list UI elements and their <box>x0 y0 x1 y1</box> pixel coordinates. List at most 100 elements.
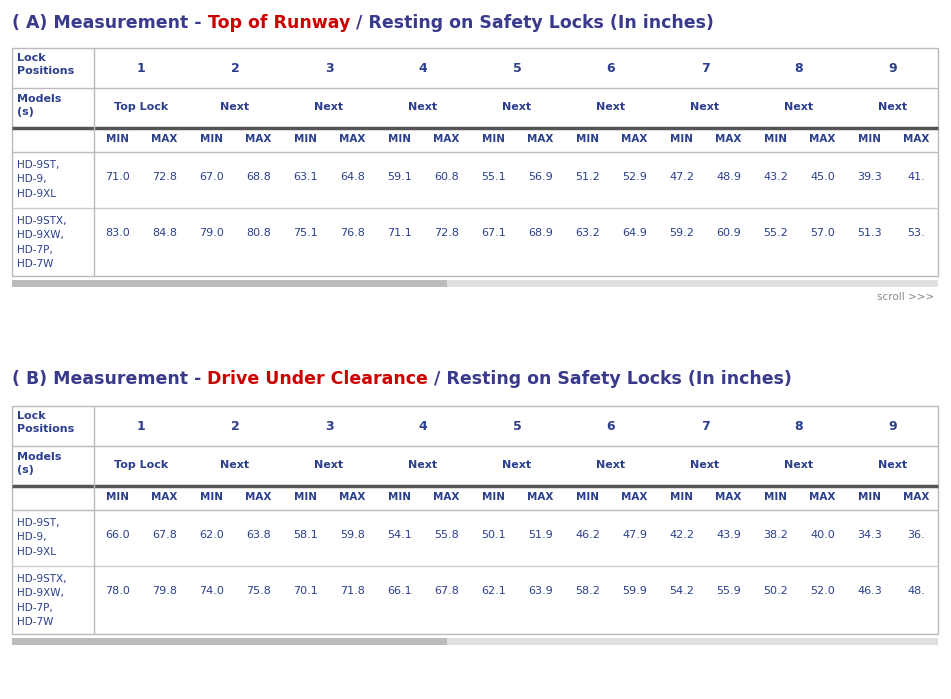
Text: 47.9: 47.9 <box>622 530 647 540</box>
Text: 72.8: 72.8 <box>434 228 459 238</box>
Text: 68.9: 68.9 <box>528 228 553 238</box>
Bar <box>12 48 938 276</box>
Text: 52.0: 52.0 <box>810 586 835 596</box>
Text: 54.2: 54.2 <box>670 586 694 596</box>
Text: MAX: MAX <box>340 492 366 502</box>
Text: 51.3: 51.3 <box>857 228 882 238</box>
Text: Models
(s): Models (s) <box>17 452 62 475</box>
Text: MIN: MIN <box>482 492 505 502</box>
Text: MIN: MIN <box>858 492 881 502</box>
Text: 3: 3 <box>324 62 333 75</box>
Text: 62.0: 62.0 <box>199 530 223 540</box>
Text: MAX: MAX <box>621 492 648 502</box>
Text: Next: Next <box>408 102 437 112</box>
Text: Next: Next <box>596 102 626 112</box>
Text: 55.2: 55.2 <box>763 228 787 238</box>
Text: 74.0: 74.0 <box>199 586 223 596</box>
Text: 66.0: 66.0 <box>106 530 130 540</box>
Text: Lock
Positions: Lock Positions <box>17 53 74 76</box>
Text: 63.2: 63.2 <box>575 228 600 238</box>
Text: MIN: MIN <box>200 134 223 144</box>
Text: Next: Next <box>690 102 720 112</box>
Text: MAX: MAX <box>903 492 930 502</box>
Text: 8: 8 <box>795 420 804 433</box>
Text: 72.8: 72.8 <box>152 172 177 182</box>
Text: 46.3: 46.3 <box>857 586 882 596</box>
Text: MAX: MAX <box>151 134 178 144</box>
Text: 67.1: 67.1 <box>481 228 506 238</box>
Text: Next: Next <box>879 460 907 470</box>
Text: 64.8: 64.8 <box>340 172 365 182</box>
Text: 58.1: 58.1 <box>293 530 318 540</box>
Text: MIN: MIN <box>764 134 787 144</box>
Text: 71.0: 71.0 <box>106 172 130 182</box>
Text: 41.: 41. <box>907 172 925 182</box>
Text: 48.: 48. <box>907 586 925 596</box>
Text: 79.0: 79.0 <box>199 228 223 238</box>
Text: 40.0: 40.0 <box>810 530 835 540</box>
Text: 52.9: 52.9 <box>622 172 647 182</box>
Text: Top Lock: Top Lock <box>114 460 168 470</box>
Text: 68.8: 68.8 <box>246 172 271 182</box>
Text: MIN: MIN <box>576 492 599 502</box>
Text: MAX: MAX <box>245 492 272 502</box>
Text: 83.0: 83.0 <box>106 228 130 238</box>
Text: MAX: MAX <box>151 492 178 502</box>
Text: HD-9STX,
HD-9XW,
HD-7P,
HD-7W: HD-9STX, HD-9XW, HD-7P, HD-7W <box>17 574 67 627</box>
Text: 56.9: 56.9 <box>528 172 553 182</box>
Text: 59.9: 59.9 <box>622 586 647 596</box>
Text: MIN: MIN <box>482 134 505 144</box>
Text: 36.: 36. <box>907 530 925 540</box>
Text: 57.0: 57.0 <box>810 228 835 238</box>
Text: ( A) Measurement -: ( A) Measurement - <box>12 14 207 32</box>
Text: 60.8: 60.8 <box>434 172 459 182</box>
Text: 75.8: 75.8 <box>246 586 271 596</box>
Text: 55.1: 55.1 <box>481 172 506 182</box>
Text: 4: 4 <box>418 62 427 75</box>
Text: 42.2: 42.2 <box>669 530 694 540</box>
Text: 59.8: 59.8 <box>340 530 365 540</box>
Text: MIN: MIN <box>294 134 317 144</box>
Text: 7: 7 <box>701 420 709 433</box>
Text: MAX: MAX <box>715 134 742 144</box>
Text: 55.9: 55.9 <box>716 586 741 596</box>
Text: Next: Next <box>315 460 343 470</box>
Text: 80.8: 80.8 <box>246 228 271 238</box>
Text: 71.8: 71.8 <box>340 586 365 596</box>
Text: Next: Next <box>502 102 532 112</box>
Text: Next: Next <box>408 460 437 470</box>
Text: Next: Next <box>596 460 626 470</box>
Text: MIN: MIN <box>670 492 693 502</box>
Text: 67.0: 67.0 <box>199 172 223 182</box>
Text: MAX: MAX <box>809 492 836 502</box>
Text: 6: 6 <box>607 420 615 433</box>
Text: Drive Under Clearance: Drive Under Clearance <box>207 370 428 388</box>
Text: 47.2: 47.2 <box>669 172 694 182</box>
Text: 45.0: 45.0 <box>810 172 835 182</box>
Text: 55.8: 55.8 <box>434 530 459 540</box>
Text: / Resting on Safety Locks (In inches): / Resting on Safety Locks (In inches) <box>428 370 792 388</box>
Text: 1: 1 <box>137 420 146 433</box>
Text: MAX: MAX <box>621 134 648 144</box>
Text: Next: Next <box>315 102 343 112</box>
Text: 4: 4 <box>418 420 427 433</box>
Text: HD-9ST,
HD-9,
HD-9XL: HD-9ST, HD-9, HD-9XL <box>17 518 59 557</box>
Text: 70.1: 70.1 <box>293 586 318 596</box>
Bar <box>12 280 447 287</box>
Text: 59.1: 59.1 <box>387 172 412 182</box>
Text: 62.1: 62.1 <box>481 586 506 596</box>
Text: MIN: MIN <box>200 492 223 502</box>
Text: 58.2: 58.2 <box>575 586 600 596</box>
Bar <box>12 638 447 645</box>
Text: 6: 6 <box>607 62 615 75</box>
Text: MAX: MAX <box>527 492 553 502</box>
Text: 43.9: 43.9 <box>716 530 741 540</box>
Text: 76.8: 76.8 <box>340 228 365 238</box>
Text: MIN: MIN <box>764 492 787 502</box>
Text: MIN: MIN <box>670 134 693 144</box>
Text: 48.9: 48.9 <box>716 172 741 182</box>
Text: MAX: MAX <box>434 134 459 144</box>
Text: MAX: MAX <box>527 134 553 144</box>
Text: 51.9: 51.9 <box>528 530 553 540</box>
Text: 78.0: 78.0 <box>105 586 130 596</box>
